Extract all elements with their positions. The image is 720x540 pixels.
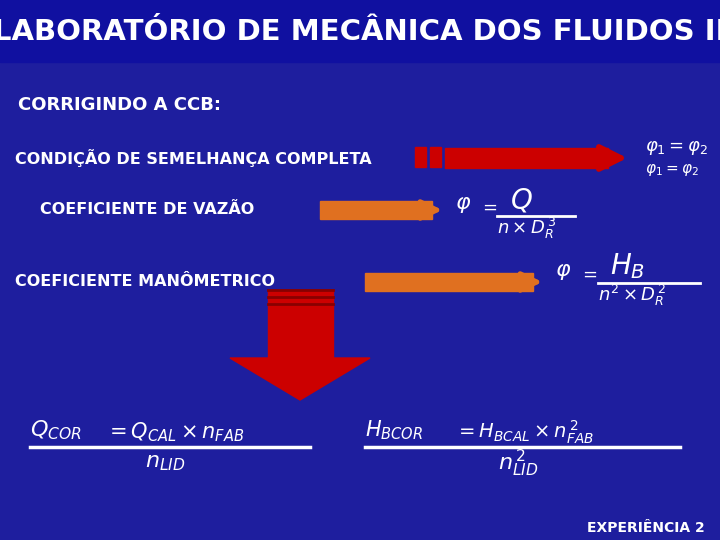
Text: EXPERIÊNCIA 2: EXPERIÊNCIA 2 xyxy=(588,521,705,535)
Text: $=$: $=$ xyxy=(579,265,598,283)
Text: LABORATÓRIO DE MECÂNICA DOS FLUIDOS II: LABORATÓRIO DE MECÂNICA DOS FLUIDOS II xyxy=(0,18,720,46)
Text: $= H_{BCAL} \times n_{FAB}^{\,2}$: $= H_{BCAL} \times n_{FAB}^{\,2}$ xyxy=(455,418,594,445)
Text: $n \times D_R^{\,3}$: $n \times D_R^{\,3}$ xyxy=(497,215,557,240)
Text: $H_{BCOR}$: $H_{BCOR}$ xyxy=(365,418,423,442)
Text: $n_{LID}$: $n_{LID}$ xyxy=(145,453,186,473)
Text: $= Q_{CAL} \times n_{FAB}$: $= Q_{CAL} \times n_{FAB}$ xyxy=(105,420,244,444)
Text: $\varphi_1 = \varphi_2$: $\varphi_1 = \varphi_2$ xyxy=(645,139,708,157)
Text: $\varphi_1 = \varphi_2$: $\varphi_1 = \varphi_2$ xyxy=(645,162,698,178)
FancyBboxPatch shape xyxy=(268,290,333,358)
Text: CORRIGINDO A CCB:: CORRIGINDO A CCB: xyxy=(18,96,221,114)
FancyBboxPatch shape xyxy=(430,147,441,167)
Text: $\varphi$: $\varphi$ xyxy=(555,262,572,282)
Text: CONDIÇÃO DE SEMELHANÇA COMPLETA: CONDIÇÃO DE SEMELHANÇA COMPLETA xyxy=(15,149,372,167)
Text: $n^2 \times D_R^{\,2}$: $n^2 \times D_R^{\,2}$ xyxy=(598,282,667,308)
FancyBboxPatch shape xyxy=(365,273,533,291)
Text: $Q_{COR}$: $Q_{COR}$ xyxy=(30,418,82,442)
FancyBboxPatch shape xyxy=(445,148,608,168)
Text: $=$: $=$ xyxy=(479,198,498,216)
Text: $n_{LID}^{\,2}$: $n_{LID}^{\,2}$ xyxy=(498,448,539,478)
Text: $Q$: $Q$ xyxy=(510,186,533,214)
Text: COEFICIENTE MANÔMETRICO: COEFICIENTE MANÔMETRICO xyxy=(15,274,275,289)
FancyBboxPatch shape xyxy=(0,0,720,62)
FancyBboxPatch shape xyxy=(320,201,432,219)
FancyBboxPatch shape xyxy=(415,147,426,167)
Polygon shape xyxy=(230,358,370,400)
Text: $\varphi$: $\varphi$ xyxy=(455,195,472,215)
Text: $H_B$: $H_B$ xyxy=(610,251,645,281)
Text: COEFICIENTE DE VAZÃO: COEFICIENTE DE VAZÃO xyxy=(40,202,254,218)
